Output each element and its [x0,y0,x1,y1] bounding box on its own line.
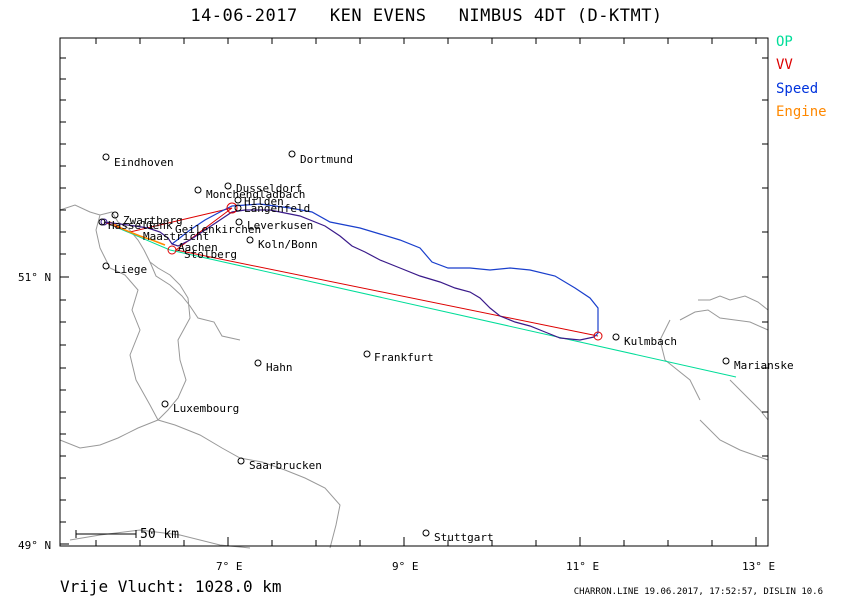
legend-op: OP [776,34,793,50]
lon-label-13: 13° E [742,560,775,573]
turnpoint-marker-kulmbach [593,331,603,341]
city-marker-kulmbach [612,333,620,341]
legend-speed: Speed [776,81,819,97]
lat-label-51: 51° N [18,271,51,284]
lon-label-7: 7° E [216,560,243,573]
legend-engine: Engine [776,104,827,120]
lat-label-49: 49° N [18,539,51,552]
city-marker-eindhoven [102,153,110,161]
city-label-stuttgart: Stuttgart [434,531,494,544]
city-marker-saarbrucken [237,457,245,465]
city-label-leverkusen: Leverkusen [247,219,313,232]
city-marker-koln-bonn [246,236,254,244]
city-marker-dortmund [288,150,296,158]
city-marker-langenfeld [234,204,242,212]
city-marker-stuttgart [422,529,430,537]
city-marker-leverkusen [235,218,243,226]
free-flight-distance: Vrije Vlucht: 1028.0 km [60,577,282,596]
city-label-genk: Genk [146,219,173,232]
city-label-hasselt: Hasselt [108,219,154,232]
city-label-hilden: Hilden [244,195,284,208]
legend-vv: VV [776,57,793,73]
city-label-dortmund: Dortmund [300,153,353,166]
map-frame [59,37,769,547]
speed-track-purple [103,209,595,341]
scale-bar-label: 50 km [140,527,179,542]
turnpoint-marker-aachen [167,245,177,255]
city-label-stolberg: Stolberg [184,248,237,261]
credit-line: CHARRON.LINE 19.06.2017, 17:52:57, DISLI… [573,587,823,597]
city-label-kulmbach: Kulmbach [624,335,677,348]
city-marker-zwartberg [111,211,119,219]
city-label-frankfurt: Frankfurt [374,351,434,364]
city-label-monchengladbach: Monchengladbach [206,188,305,201]
city-marker-hilden [234,196,242,204]
city-label-aachen: Aachen [178,241,218,254]
city-label-maastricht: Maastricht [143,230,209,243]
turnpoint-marker-hilden [226,202,238,214]
city-marker-frankfurt [363,350,371,358]
city-label-eindhoven: Eindhoven [114,156,174,169]
city-label-liege: Liege [114,263,147,276]
city-label-luxembourg: Luxembourg [173,402,239,415]
city-label-geilenkirchen: Geilenkirchen [175,223,261,236]
page-title: 14-06-2017 KEN EVENS NIMBUS 4DT (D-KTMT) [190,6,663,26]
lon-label-9: 9° E [392,560,419,573]
city-marker-monchengladbach [194,186,202,194]
city-label-marianske: Marianske [734,359,794,372]
city-markers [98,150,730,537]
city-marker-hasselt [98,218,106,226]
city-marker-luxembourg [161,400,169,408]
city-label-hahn: Hahn [266,361,293,374]
engine-track [109,221,166,246]
city-label-koln-bonn: Koln/Bonn [258,238,318,251]
city-marker-hahn [254,359,262,367]
city-marker-marianske [722,357,730,365]
tick-marks [60,38,768,546]
country-borders [59,204,769,549]
city-label-dusseldorf: Dusseldorf [236,182,302,195]
city-marker-dusseldorf [224,182,232,190]
op-route-line [103,221,737,378]
city-label-langenfeld: Langenfeld [244,202,310,215]
lon-label-11: 11° E [566,560,599,573]
city-label-zwartberg: Zwartberg [123,214,183,227]
scale-bar: 50 km [75,527,179,542]
city-labels: Eindhoven Dortmund Dusseldorf Monchengla… [108,153,794,544]
city-marker-liege [102,262,110,270]
city-label-saarbrucken: Saarbrucken [249,459,322,472]
start-marker [100,218,108,226]
